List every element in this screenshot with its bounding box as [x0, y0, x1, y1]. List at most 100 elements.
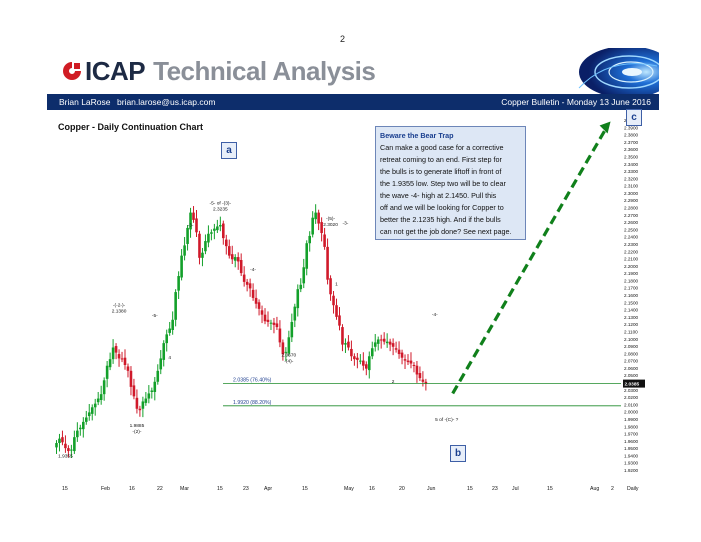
- y-tick-label: 2.3000: [624, 191, 638, 196]
- candle-body: [293, 306, 297, 321]
- bear-trap-note: Beware the Bear Trap Can make a good cas…: [375, 126, 526, 240]
- candle-body: [183, 245, 186, 256]
- bulletin-title: Copper Bulletin - Monday 13 June 2016: [501, 97, 651, 107]
- page-number: 2: [340, 34, 346, 44]
- wave-annotation: -(-2-)-: [113, 303, 126, 309]
- note-line: the bulls is to generate liftoff in fron…: [380, 167, 502, 176]
- y-tick-label: 2.1600: [624, 293, 638, 298]
- y-tick-label: 2.2800: [624, 206, 638, 211]
- candle-body: [219, 225, 222, 227]
- candle-body: [272, 322, 276, 325]
- candle-body: [224, 239, 228, 247]
- y-tick-label: 2.1000: [624, 337, 638, 342]
- last-price-label: 2.0385: [625, 382, 640, 388]
- chart-title: Copper - Daily Continuation Chart: [58, 122, 203, 132]
- candle-body: [165, 334, 169, 344]
- candle-body: [388, 341, 392, 345]
- candle-body: [159, 358, 163, 370]
- candle-body: [317, 212, 320, 224]
- candle-body: [135, 397, 139, 409]
- y-tick-label: 2.3800: [624, 133, 638, 138]
- candle-body: [189, 212, 192, 230]
- y-tick-label: 2.1500: [624, 300, 638, 305]
- candle-body: [308, 235, 311, 244]
- candle-body: [424, 381, 428, 384]
- y-tick-label: 2.2900: [624, 198, 638, 203]
- candle-body: [353, 356, 356, 360]
- y-tick-label: 1.9800: [624, 424, 638, 429]
- candle-body: [418, 373, 422, 379]
- candle-body: [180, 255, 183, 278]
- y-tick-label: 2.0700: [624, 359, 638, 364]
- wave-annotation: -3-: [343, 220, 349, 226]
- header-banner: ICAP Technical Analysis: [47, 48, 659, 94]
- candle-body: [84, 417, 88, 422]
- note-line: better the 2.1235 high. And if the bulls: [380, 215, 501, 224]
- candle-body: [281, 342, 285, 355]
- y-tick-label: 2.0200: [624, 395, 638, 400]
- candle-body: [102, 380, 106, 395]
- author-email[interactable]: brian.larose@us.icap.com: [117, 97, 216, 107]
- y-tick-label: 2.2300: [624, 242, 638, 247]
- candle-body: [79, 427, 82, 430]
- y-tick-label: 1.9700: [624, 432, 638, 437]
- candle-body: [391, 343, 395, 347]
- candle-body: [359, 360, 362, 362]
- candle-body: [344, 343, 347, 345]
- candle-body: [403, 359, 407, 361]
- icap-logo-mark-icon: [61, 60, 83, 82]
- wave-annotation: 1: [335, 282, 338, 288]
- note-body: Can make a good case for a corrective ret…: [380, 142, 521, 238]
- candle-body: [126, 366, 130, 371]
- candle-body: [323, 234, 326, 247]
- candle-body: [87, 412, 91, 417]
- candle-body: [400, 352, 404, 358]
- candle-body: [213, 228, 216, 231]
- candle-body: [132, 385, 136, 397]
- candle-body: [239, 260, 243, 274]
- projection-arrowhead: [599, 121, 611, 134]
- candle-body: [141, 401, 145, 409]
- y-tick-label: 2.2700: [624, 213, 638, 218]
- y-tick-label: 2.3700: [624, 140, 638, 145]
- candle-body: [64, 443, 67, 449]
- candle-body: [210, 232, 213, 234]
- candle-body: [236, 257, 240, 262]
- candle-body: [284, 351, 288, 353]
- y-tick-label: 2.3900: [624, 125, 638, 130]
- candle-body: [114, 346, 118, 353]
- y-tick-label: 2.0500: [624, 373, 638, 378]
- note-line: the 1.9355 low. Step two will be to clea…: [380, 179, 506, 188]
- candle-body: [82, 421, 85, 430]
- x-tick-label: 15: [217, 486, 223, 492]
- y-tick-label: 1.9500: [624, 446, 638, 451]
- candle-body: [117, 354, 121, 359]
- candle-body: [123, 357, 127, 365]
- y-tick-label: 2.0800: [624, 351, 638, 356]
- candle-body: [412, 365, 416, 366]
- x-tick-label: 20: [399, 486, 405, 492]
- candle-body: [99, 394, 103, 400]
- wave-annotation: 4: [168, 355, 171, 361]
- y-tick-label: 2.0600: [624, 366, 638, 371]
- candle-body: [108, 359, 112, 368]
- candle-body: [263, 314, 267, 322]
- candle-body: [242, 274, 246, 282]
- wave-annotation: 2: [392, 379, 395, 385]
- candle-body: [216, 226, 219, 231]
- candle-body: [186, 227, 189, 244]
- candle-body: [171, 319, 174, 330]
- candle-body: [201, 252, 204, 258]
- y-tick-label: 2.3100: [624, 184, 638, 189]
- candle-body: [373, 342, 377, 347]
- x-tick-label: Feb: [101, 486, 110, 492]
- wave-annotation: -5- of -(3)-: [210, 201, 232, 207]
- candle-body: [153, 381, 157, 392]
- candle-body: [275, 323, 279, 328]
- wave-annotation: 5 of -(C)- ?: [435, 417, 459, 423]
- copper-daily-chart: 2.0385 (76.40%) 1.9920 (88.20%) 1.9355 -(-…: [55, 118, 645, 492]
- x-tick-label: 16: [369, 486, 375, 492]
- y-tick-label: 2.0900: [624, 344, 638, 349]
- y-tick-label: 2.1900: [624, 271, 638, 276]
- y-tick-label: 1.9600: [624, 439, 638, 444]
